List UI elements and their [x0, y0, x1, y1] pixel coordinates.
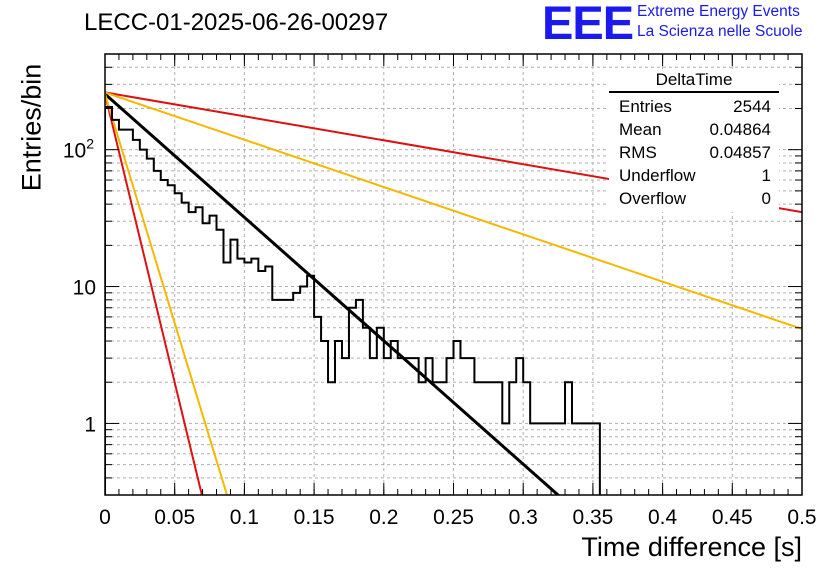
- plot-title: LECC-01-2025-06-26-00297: [84, 9, 389, 36]
- stats-title: DeltaTime: [655, 70, 733, 89]
- x-tick-label: 0.05: [154, 506, 195, 529]
- stats-row: Underflow 1: [619, 166, 771, 185]
- x-tick-label: 0.3: [509, 506, 538, 529]
- stats-row: RMS 0.04857: [619, 143, 771, 162]
- stats-row: Overflow 0: [619, 189, 771, 208]
- y-tick-label: 102: [63, 136, 94, 163]
- stats-divider: [609, 91, 779, 93]
- y-tick-label: 1: [84, 413, 96, 436]
- x-tick-label: 0.45: [712, 506, 753, 529]
- x-tick-label: 0.25: [433, 506, 474, 529]
- x-tick-label: 0.35: [572, 506, 613, 529]
- eee-logo: EEE: [542, 0, 634, 49]
- logo-line-2: La Scienza nelle Scuole: [637, 23, 803, 40]
- fit-curve: [105, 91, 802, 330]
- plot-frame: [104, 53, 803, 496]
- stats-row: Entries 2544: [619, 97, 771, 116]
- histogram: [105, 106, 601, 495]
- x-tick-label: 0: [99, 506, 111, 529]
- y-axis-label: Entries/bin: [16, 63, 47, 192]
- stats-box: DeltaTime Entries 2544 Mean 0.04864 RMS 0.0…: [609, 70, 779, 212]
- logo-line-1: Extreme Energy Events: [637, 3, 800, 20]
- fit-curve: [105, 93, 228, 495]
- histogram-outline: [105, 106, 601, 495]
- x-tick-label: 0.15: [294, 506, 335, 529]
- x-tick-label: 0.2: [369, 506, 398, 529]
- fit-curve: [105, 92, 560, 495]
- x-tick-label: 0.5: [787, 506, 816, 529]
- x-axis-label: Time difference [s]: [581, 532, 802, 562]
- axes: 0 0.05 0.1 0.15 0.2 0.25 0.3 0.35 0.4 0.45 0.5 1 10 1…: [63, 53, 817, 529]
- stats-row: Mean 0.04864: [619, 120, 771, 139]
- grid-lines: [105, 53, 802, 496]
- fit-curve: [105, 93, 203, 495]
- x-tick-label: 0.1: [230, 506, 259, 529]
- y-tick-label: 10: [73, 277, 96, 300]
- x-tick-label: 0.4: [648, 506, 678, 529]
